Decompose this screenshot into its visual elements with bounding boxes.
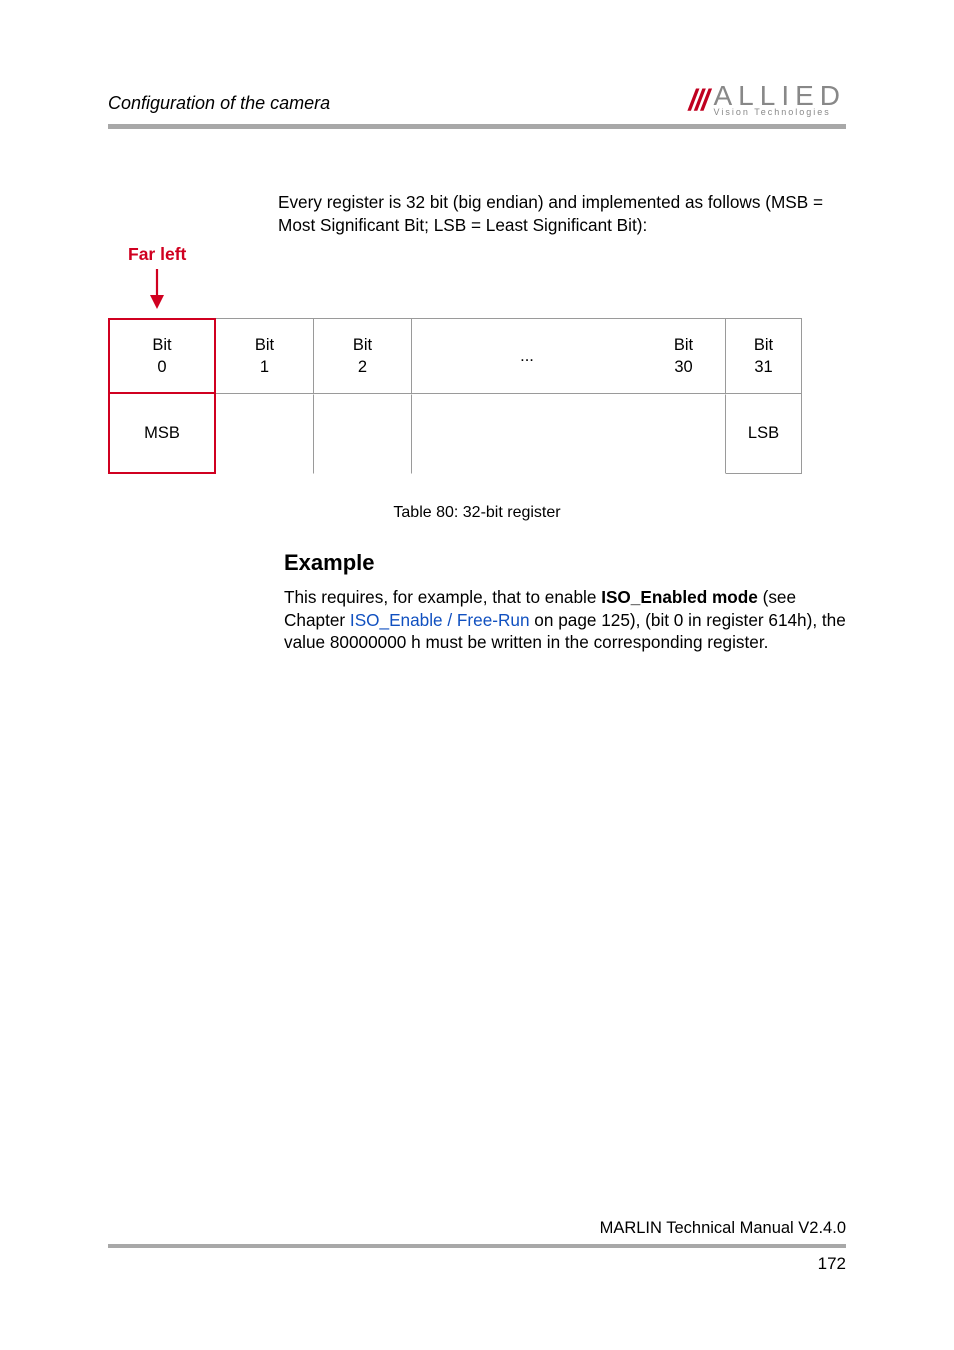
cross-reference-link[interactable]: ISO_Enable / Free-Run [350,610,530,630]
bit-label: Bit 1 [255,334,274,379]
page-root: Configuration of the camera /// ALLIED V… [0,0,954,1350]
page-number: 172 [108,1254,846,1274]
logo-sub: Vision Technologies [714,108,847,116]
header-rule [108,124,846,129]
far-left-label: Far left [128,244,186,265]
bit-label: Bit 0 [152,334,171,379]
intro-paragraph: Every register is 32 bit (big endian) an… [278,191,846,236]
bit-label: Bit 31 [754,334,773,379]
footer: MARLIN Technical Manual V2.4.0 172 [108,1219,846,1274]
far-left-annotation: Far left [128,244,186,309]
empty-cell [642,394,726,474]
lsb-cell: LSB [726,394,802,474]
empty-cell [412,394,642,474]
lsb-label: LSB [748,422,779,444]
example-paragraph: This requires, for example, that to enab… [284,586,846,654]
empty-cell [216,394,314,474]
bit-cell-1: Bit 1 [216,318,314,394]
example-heading: Example [284,550,375,576]
header-title: Configuration of the camera [108,93,330,116]
example-text: This requires, for example, that to enab… [284,587,601,607]
empty-cell [314,394,412,474]
bit-cell-2: Bit 2 [314,318,412,394]
bit-cell-0: Bit 0 [108,318,216,394]
bit-cell-ellipsis: ... [412,318,642,394]
example-bold: ISO_Enabled mode [601,587,758,607]
logo-main: ALLIED [714,83,847,108]
bit-label: Bit 2 [353,334,372,379]
content: Every register is 32 bit (big endian) an… [108,191,846,236]
bit-label: ... [520,345,534,367]
table-row: MSB LSB [108,394,802,474]
arrow-down-icon [148,269,166,309]
msb-cell: MSB [108,394,216,474]
header: Configuration of the camera /// ALLIED V… [108,76,846,116]
table-row: Bit 0 Bit 1 Bit 2 ... Bit 30 Bit 31 [108,318,802,394]
msb-label: MSB [144,422,180,444]
logo-slash-icon: /// [688,86,707,116]
bit-cell-30: Bit 30 [642,318,726,394]
logo: /// ALLIED Vision Technologies [688,83,846,116]
footer-rule [108,1244,846,1248]
table-caption: Table 80: 32-bit register [0,504,954,522]
bit-cell-31: Bit 31 [726,318,802,394]
logo-text: ALLIED Vision Technologies [714,83,847,116]
bit-register-table: Bit 0 Bit 1 Bit 2 ... Bit 30 Bit 31 MSB [108,318,802,474]
bit-label: Bit 30 [674,334,693,379]
footer-text: MARLIN Technical Manual V2.4.0 [108,1219,846,1238]
